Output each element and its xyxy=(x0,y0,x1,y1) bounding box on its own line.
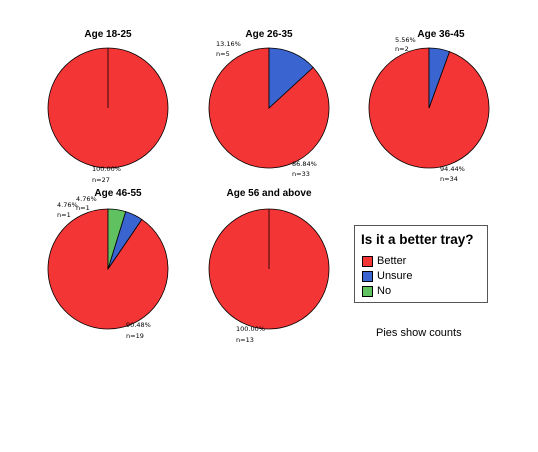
legend-swatch-no xyxy=(362,285,373,297)
legend-label-no: No xyxy=(377,285,392,297)
pie-slice-unsure xyxy=(428,47,451,109)
legend-label-better: Better xyxy=(377,255,407,267)
slice-percent-label: 13.16% xyxy=(216,40,241,48)
slice-percent-label: 5.56% xyxy=(395,36,416,44)
slice-count-label: n=13 xyxy=(236,336,254,344)
slice-count-label: n=1 xyxy=(76,204,90,212)
pie-title: Age 26-35 xyxy=(245,29,293,40)
slice-count-label: n=34 xyxy=(440,175,458,183)
slice-count-label: n=5 xyxy=(216,50,230,58)
legend-item-unsure: Unsure xyxy=(362,269,412,283)
slice-count-label: n=2 xyxy=(395,45,409,53)
pie-3: Age 36-45 94.44% n=34 5.56%n=2 xyxy=(368,29,490,183)
slice-percent-label: 4.76% xyxy=(57,201,78,209)
pie-slice-unsure xyxy=(268,47,314,109)
slice-percent-label: 94.44% xyxy=(440,165,465,173)
pie-1: Age 18-25 100.00% n=27 xyxy=(47,29,169,184)
legend-swatch-better xyxy=(362,255,373,267)
slice-percent-label: 100.00% xyxy=(236,325,265,333)
slice-percent-label: 90.48% xyxy=(126,321,151,329)
pie-title: Age 46-55 xyxy=(94,188,142,199)
slice-percent-label: 86.84% xyxy=(292,160,317,168)
pie-title: Age 18-25 xyxy=(84,29,132,40)
legend: Is it a better tray? Better Unsure No xyxy=(354,225,488,303)
pie-2: Age 26-35 86.84% n=33 13.16% n=5 xyxy=(208,29,330,178)
pie-title: Age 36-45 xyxy=(417,29,465,40)
legend-swatch-unsure xyxy=(362,270,373,282)
legend-title: Is it a better tray? xyxy=(361,232,474,247)
pie-title: Age 56 and above xyxy=(226,188,311,199)
legend-item-better: Better xyxy=(362,254,406,268)
legend-item-no: No xyxy=(362,284,391,298)
slice-percent-label: 4.76% xyxy=(76,195,97,203)
slice-count-label: n=1 xyxy=(57,211,71,219)
slice-count-label: n=27 xyxy=(92,176,110,184)
footnote: Pies show counts xyxy=(376,327,462,339)
legend-label-unsure: Unsure xyxy=(377,270,413,282)
slice-count-label: n=19 xyxy=(126,332,144,340)
slice-percent-label: 100.00% xyxy=(92,165,121,173)
pie-5: Age 56 and above 100.00% n=13 xyxy=(208,188,330,344)
pie-slice-better xyxy=(208,47,330,169)
pie-slice-no xyxy=(107,208,127,270)
slice-count-label: n=33 xyxy=(292,170,310,178)
